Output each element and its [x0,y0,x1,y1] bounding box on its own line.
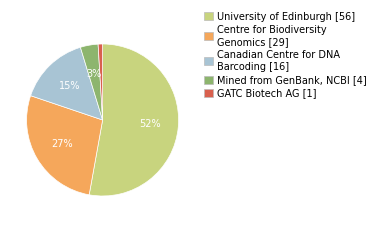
Legend: University of Edinburgh [56], Centre for Biodiversity
Genomics [29], Canadian Ce: University of Edinburgh [56], Centre for… [203,10,369,100]
Wedge shape [89,44,179,196]
Wedge shape [31,47,103,120]
Text: 27%: 27% [51,139,73,149]
Wedge shape [98,44,103,120]
Text: 52%: 52% [139,119,160,129]
Text: 3%: 3% [87,69,102,79]
Text: 15%: 15% [59,81,81,91]
Wedge shape [27,96,103,195]
Wedge shape [81,44,103,120]
